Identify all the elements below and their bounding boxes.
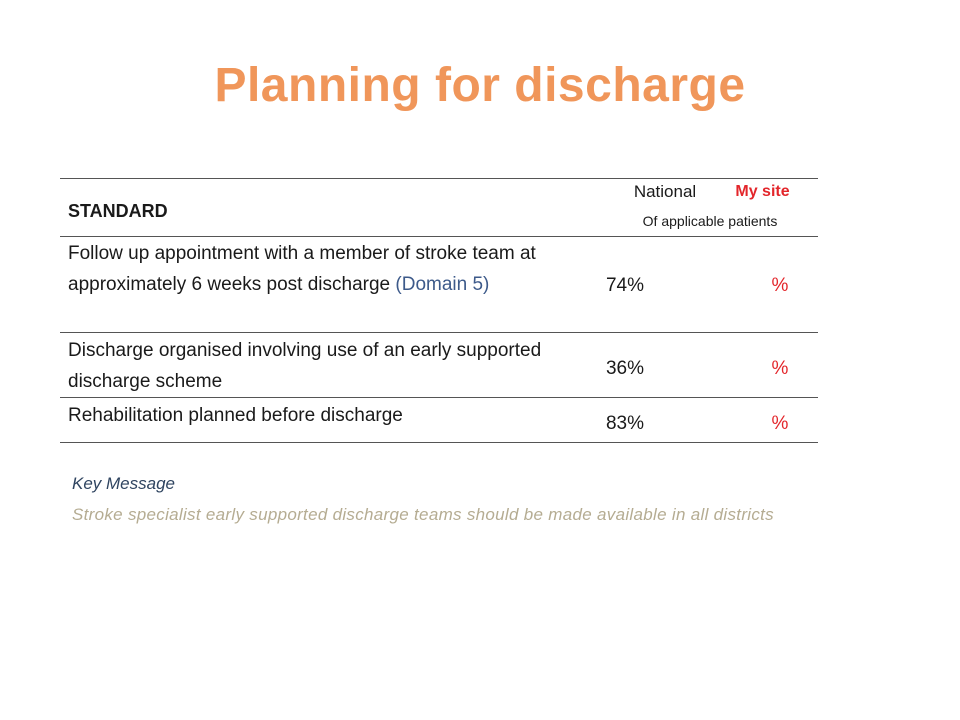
row-1-rule [60, 332, 818, 333]
key-message-heading: Key Message [72, 474, 175, 493]
row-1-my-site: % [771, 275, 789, 296]
table-top-rule [60, 178, 818, 179]
row-1-domain: (Domain 5) [395, 274, 490, 295]
row-2-rule [60, 397, 818, 398]
row-1-standard: Follow up appointment with a member of s… [68, 238, 548, 300]
header-national: National [633, 182, 697, 201]
slide-title: Planning for discharge [214, 59, 746, 112]
row-1-standard-text: Follow up appointment with a member of s… [68, 243, 536, 295]
header-subheader: Of applicable patients [642, 213, 778, 229]
header-standard: STANDARD [68, 201, 168, 221]
key-message-text: Stroke specialist early supported discha… [72, 505, 774, 524]
row-3-national: 83% [605, 413, 645, 434]
table-bottom-rule [60, 442, 818, 443]
row-2-national: 36% [605, 358, 645, 379]
header-rule [60, 236, 818, 237]
row-3-my-site: % [771, 413, 789, 434]
header-my-site: My site [735, 183, 790, 200]
row-1-national: 74% [605, 275, 645, 296]
row-3-standard: Rehabilitation planned before discharge [68, 405, 403, 426]
row-2-standard: Discharge organised involving use of an … [68, 340, 542, 392]
row-2-my-site: % [771, 358, 789, 379]
